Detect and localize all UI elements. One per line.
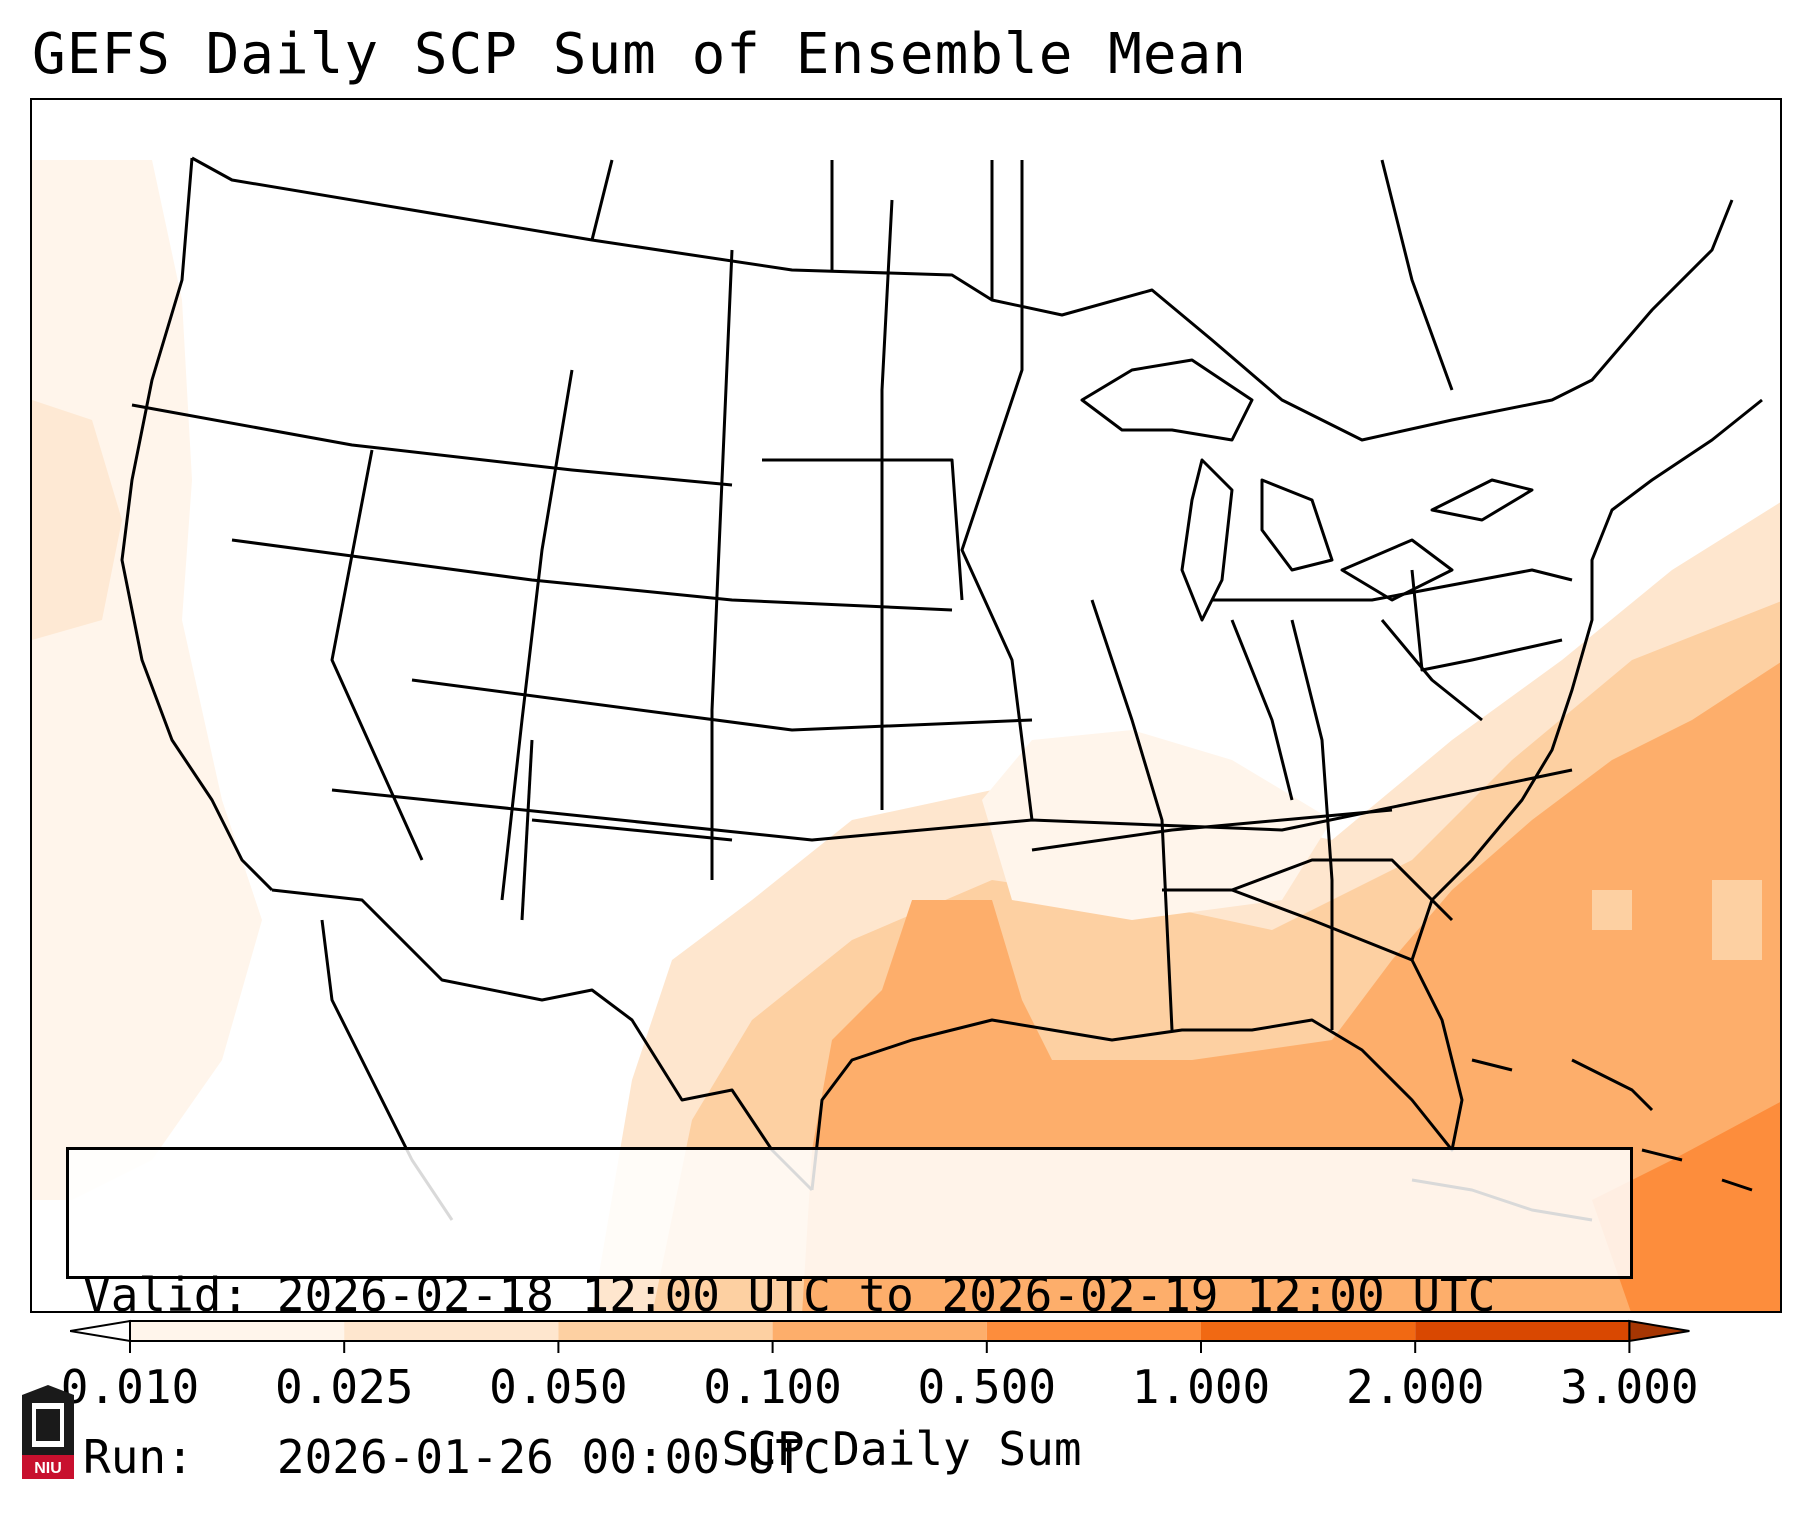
valid-label: Valid:: [83, 1268, 250, 1322]
colorbar-segment: [986, 1321, 1201, 1341]
colorbar-segment: [344, 1321, 559, 1341]
scp-field: [32, 160, 1780, 1311]
colorbar-segment: [130, 1321, 345, 1341]
colorbar-outline: [129, 1320, 1631, 1342]
colorbar-extend-high: [1628, 1319, 1690, 1343]
colorbar-tick-label: 2.000: [1345, 1360, 1485, 1414]
colorbar-tick-label: 3.000: [1560, 1360, 1699, 1414]
colorbar-tick-label: 0.025: [274, 1360, 414, 1414]
run-value: 2026-01-26 00:00 UTC: [276, 1430, 831, 1484]
colorbar-tick-label: 0.100: [703, 1360, 842, 1414]
colorbar-segment: [772, 1321, 987, 1341]
run-line: Run: 2026-01-26 00:00 UTC: [83, 1430, 1616, 1484]
colorbar-segment: [558, 1321, 773, 1341]
map-panel: [30, 98, 1782, 1313]
colorbar-tick-label: 0.050: [489, 1360, 628, 1414]
valid-value: 2026-02-18 12:00 UTC to 2026-02-19 12:00…: [276, 1268, 1496, 1322]
colorbar-segment: [1201, 1321, 1416, 1341]
colorbar: [70, 1319, 1690, 1353]
colorbar-extend-low: [70, 1319, 131, 1343]
boundaries: [120, 156, 1763, 1222]
colorbar-label: SCP Daily Sum: [721, 1422, 1082, 1476]
niu-logo: NIU: [22, 1385, 74, 1479]
valid-run-info-box: Valid: 2026-02-18 12:00 UTC to 2026-02-1…: [66, 1147, 1633, 1484]
logo-text: NIU: [34, 1460, 62, 1477]
valid-line: Valid: 2026-02-18 12:00 UTC to 2026-02-1…: [83, 1268, 1616, 1322]
colorbar-tick-label: 0.010: [60, 1360, 200, 1414]
colorbar-tick-label: 0.500: [917, 1360, 1057, 1414]
colorbar-segment: [1415, 1321, 1630, 1341]
map-title: GEFS Daily SCP Sum of Ensemble Mean: [32, 22, 1248, 87]
run-label: Run:: [83, 1430, 194, 1484]
colorbar-tick-label: 1.000: [1131, 1360, 1271, 1414]
map-canvas: [32, 156, 1780, 1311]
